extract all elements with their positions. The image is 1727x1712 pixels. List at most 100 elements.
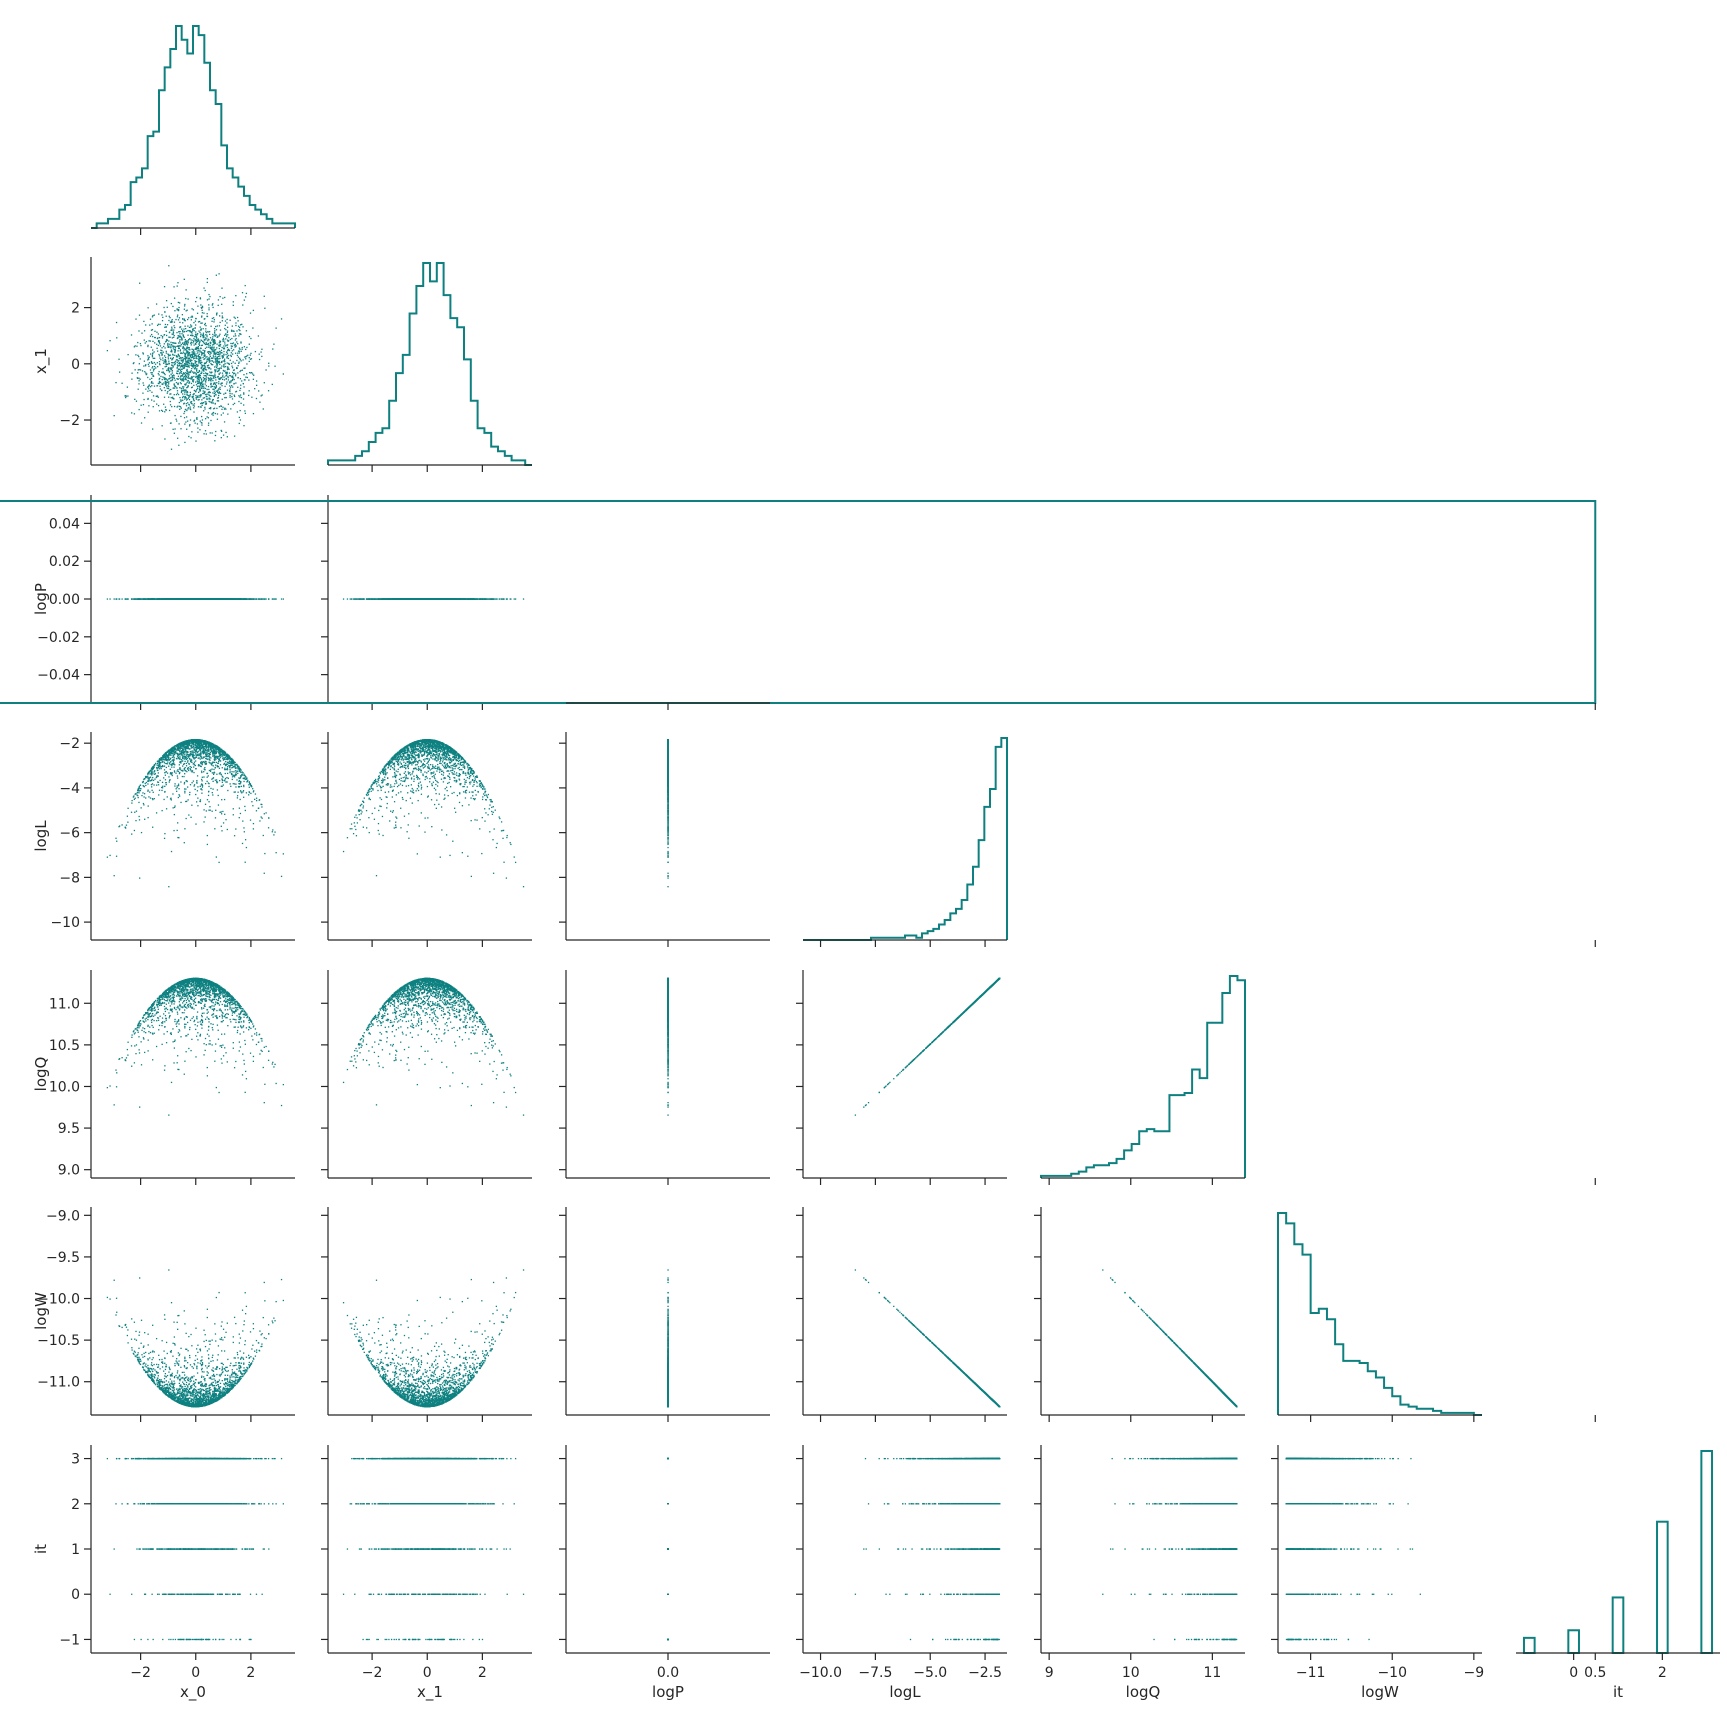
scatter-point <box>228 337 229 338</box>
scatter-point <box>199 359 200 360</box>
scatter-point <box>154 362 155 363</box>
scatter-point <box>174 387 175 388</box>
scatter-point <box>259 402 260 403</box>
scatter-point <box>173 377 174 378</box>
scatter-point <box>235 333 236 334</box>
scatter-point <box>240 341 241 342</box>
scatter-point <box>231 366 232 367</box>
scatter-point <box>228 377 229 378</box>
scatter-point <box>164 311 165 312</box>
scatter-point <box>184 279 185 280</box>
scatter-point <box>213 347 214 348</box>
scatter-point <box>169 317 170 318</box>
scatter-point <box>248 598 249 599</box>
scatter-point <box>205 388 206 389</box>
scatter-point <box>174 415 175 416</box>
scatter-point <box>180 416 181 417</box>
scatter-point <box>154 366 155 367</box>
scatter-point <box>213 317 214 318</box>
scatter-point <box>240 359 241 360</box>
scatter-point <box>239 327 240 328</box>
scatter-point <box>169 375 170 376</box>
scatter-point <box>158 397 159 398</box>
scatter-point <box>197 333 198 334</box>
scatter-point <box>235 339 236 340</box>
scatter-point <box>256 398 257 399</box>
scatter-point <box>160 345 161 346</box>
scatter-point <box>143 382 144 383</box>
scatter-point <box>165 357 166 358</box>
scatter-point <box>178 342 179 343</box>
scatter-point <box>193 404 194 405</box>
scatter-point <box>137 355 138 356</box>
scatter-point <box>194 420 195 421</box>
scatter-point <box>205 331 206 332</box>
scatter-point <box>177 285 178 286</box>
scatter-point <box>208 307 209 308</box>
scatter-point <box>219 296 220 297</box>
scatter-point <box>158 333 159 334</box>
scatter-point <box>185 354 186 355</box>
scatter-point <box>229 385 230 386</box>
scatter-point <box>215 342 216 343</box>
scatter-point <box>190 392 191 393</box>
scatter-point <box>268 365 269 366</box>
scatter-point <box>244 379 245 380</box>
scatter-point <box>240 385 241 386</box>
scatter-point <box>211 402 212 403</box>
scatter-point <box>245 377 246 378</box>
scatter-point <box>223 394 224 395</box>
scatter-point <box>209 361 210 362</box>
scatter-point <box>199 350 200 351</box>
scatter-point <box>187 319 188 320</box>
scatter-point <box>189 395 190 396</box>
scatter-point <box>184 305 185 306</box>
scatter-point <box>172 334 173 335</box>
scatter-point <box>216 385 217 386</box>
scatter-point <box>223 598 224 599</box>
scatter-point <box>207 367 208 368</box>
scatter-point <box>258 335 259 336</box>
scatter-point <box>221 406 222 407</box>
scatter-point <box>163 382 164 383</box>
scatter-point <box>209 367 210 368</box>
scatter-point <box>166 335 167 336</box>
scatter-point <box>256 385 257 386</box>
scatter-point <box>191 370 192 371</box>
scatter-point <box>203 370 204 371</box>
scatter-point <box>523 598 524 599</box>
scatter-point <box>228 369 229 370</box>
panel-grid: −202x_1−0.04−0.020.000.020.04logP−10−8−6… <box>0 26 1720 1702</box>
scatter-point <box>140 405 141 406</box>
hist-x_0 <box>91 26 295 228</box>
scatter-point <box>232 386 233 387</box>
scatter-point <box>197 383 198 384</box>
scatter-point <box>150 598 151 599</box>
scatter-point <box>185 360 186 361</box>
scatter-point <box>140 598 141 599</box>
scatter-point <box>219 315 220 316</box>
scatter-point <box>154 331 155 332</box>
scatter-point <box>210 353 211 354</box>
y-tick-label: −0.02 <box>37 630 80 646</box>
scatter-point <box>200 323 201 324</box>
scatter-point <box>145 342 146 343</box>
scatter-point <box>166 351 167 352</box>
scatter-point <box>227 341 228 342</box>
scatter-point <box>189 352 190 353</box>
scatter-point <box>214 335 215 336</box>
scatter-point <box>193 322 194 323</box>
scatter-point <box>210 420 211 421</box>
scatter-point <box>186 357 187 358</box>
scatter-point <box>146 341 147 342</box>
scatter-point <box>237 343 238 344</box>
scatter-point <box>174 406 175 407</box>
scatter-point <box>191 598 192 599</box>
scatter-point <box>184 423 185 424</box>
scatter-point <box>195 440 196 441</box>
scatter-point <box>179 331 180 332</box>
scatter-point <box>205 380 206 381</box>
scatter-point <box>194 330 195 331</box>
scatter-point <box>253 375 254 376</box>
scatter-point <box>165 362 166 363</box>
